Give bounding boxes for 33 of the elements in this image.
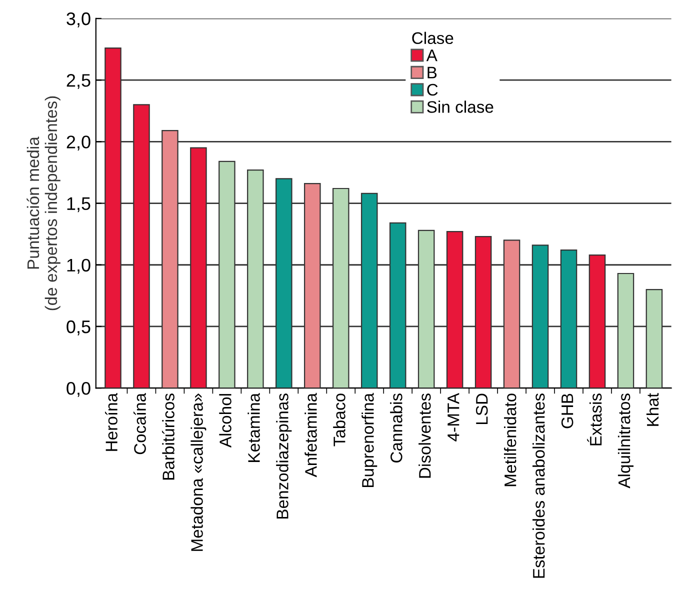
x-tick-label: Éxtasis — [587, 394, 602, 446]
x-tick-label: 4-MTA — [448, 392, 460, 442]
legend-title: Clase — [412, 32, 454, 44]
x-tick-label: Anfetamina — [304, 392, 317, 478]
y-tick-label: 2,5 — [66, 74, 90, 89]
legend-label: C — [427, 84, 438, 96]
y-tick-label: 1,5 — [67, 197, 90, 212]
x-tick-label: Esteroides anabolizantes — [532, 394, 545, 578]
y-tick-label: 1,0 — [67, 258, 90, 274]
x-tick-label: Cannabis — [390, 394, 402, 463]
x-tick-label: Tabaco — [333, 394, 346, 446]
y-tick-label: 0,0 — [66, 382, 90, 397]
x-tick-label: Barbitúricos — [162, 394, 174, 480]
x-tick-label: Khat — [646, 393, 659, 426]
x-tick-label: LSD — [476, 394, 488, 424]
legend-label: Sin clase — [427, 100, 494, 113]
y-axis-title: Puntuación media (de expertos independientes) — [26, 96, 60, 310]
x-tick-label: Metilfenidato — [504, 394, 516, 486]
y-tick-label: 0,5 — [66, 320, 90, 336]
x-tick-label: Cocaína — [134, 392, 146, 454]
x-tick-label: Buprenorfina — [362, 392, 378, 487]
legend-label: A — [426, 50, 438, 62]
y-tick-label: 2,0 — [66, 136, 90, 151]
y-tick-label: 3,0 — [66, 12, 90, 28]
x-tick-label: GHB — [561, 394, 574, 428]
x-tick-label: Benzodiazepinas — [276, 394, 292, 519]
x-tick-label: Alquilnitratos — [618, 394, 634, 488]
x-tick-label: Ketamina — [248, 392, 260, 462]
x-tick-label: Disolventes — [418, 394, 431, 478]
x-tick-label: Heroína — [105, 392, 118, 451]
x-tick-label: Alcohol — [219, 394, 232, 448]
x-tick-label: Metadona «callejera» — [190, 394, 206, 551]
legend-label: B — [428, 66, 437, 78]
